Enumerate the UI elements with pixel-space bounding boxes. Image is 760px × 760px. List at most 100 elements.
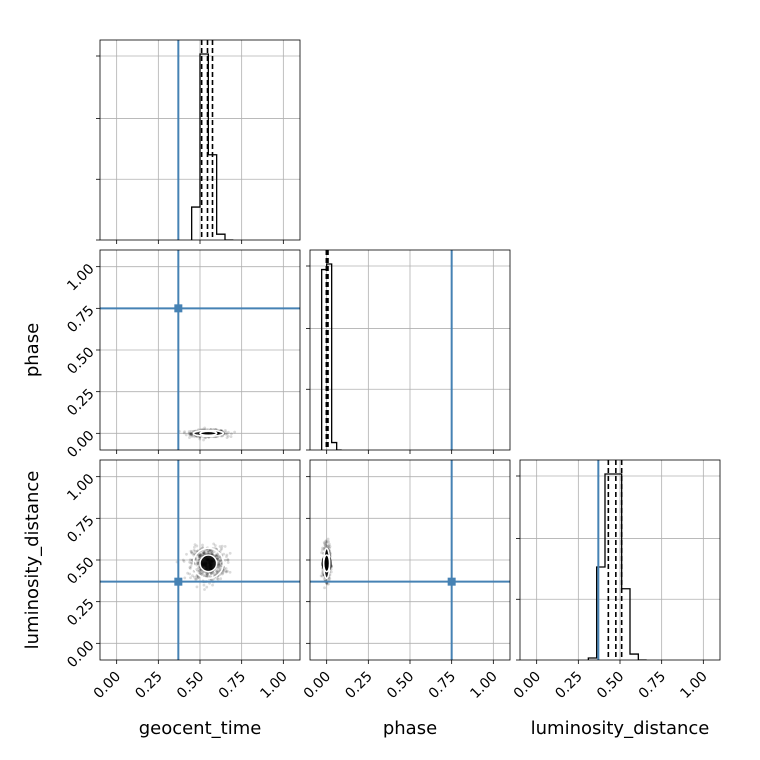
sample-point <box>190 432 194 436</box>
sample-point <box>211 583 214 587</box>
sample-point <box>225 436 229 440</box>
sample-point <box>192 545 196 549</box>
histogram-step <box>191 53 234 240</box>
sample-point <box>326 537 330 541</box>
sample-point <box>222 567 226 571</box>
sample-point <box>189 564 193 568</box>
sample-point <box>319 574 323 578</box>
sample-point <box>196 561 200 565</box>
sample-point <box>190 551 193 555</box>
histogram-step <box>321 263 342 450</box>
sample-point <box>199 571 202 575</box>
sample-point <box>192 553 196 557</box>
truth-point <box>174 304 183 313</box>
x-axis-label: phase <box>383 718 437 739</box>
sample-point <box>196 562 200 566</box>
sample-point <box>195 585 199 589</box>
y-tick-label: 0.75 <box>64 303 97 336</box>
sample-point <box>325 540 329 544</box>
sample-point <box>203 549 207 552</box>
sample-point <box>325 551 328 555</box>
sample-point <box>215 571 219 574</box>
panel-luminosity_distance-luminosity_distance: 0.00 0.25 0.50 0.75 1.00 <box>511 459 721 702</box>
sample-point <box>216 566 220 570</box>
sample-point <box>192 552 196 556</box>
sample-point <box>224 430 228 434</box>
y-tick-label: 0.00 <box>64 428 97 461</box>
sample-point <box>198 554 201 558</box>
sample-point <box>202 550 206 554</box>
sample-point <box>215 553 219 557</box>
scatter <box>310 460 510 660</box>
sample-point <box>185 552 188 556</box>
sample-point <box>182 431 186 435</box>
sample-point <box>196 432 200 436</box>
sample-point <box>188 433 192 437</box>
sample-point <box>218 545 222 548</box>
histogram <box>587 460 647 660</box>
sample-point <box>194 558 198 562</box>
sample-point <box>201 571 205 575</box>
sample-point <box>209 552 213 556</box>
sample-point <box>321 574 324 578</box>
sample-point <box>191 574 194 578</box>
sample-point <box>218 559 221 563</box>
truth-point <box>174 577 183 586</box>
sample-point <box>189 549 193 553</box>
sample-point <box>188 572 192 576</box>
sample-point <box>206 572 210 576</box>
sample-point <box>323 543 327 547</box>
sample-point <box>227 430 230 434</box>
sample-point <box>196 575 200 579</box>
sample-point <box>207 575 210 579</box>
sample-point <box>212 550 216 554</box>
sample-point <box>210 549 214 553</box>
sample-point <box>324 551 328 555</box>
sample-point <box>190 435 194 438</box>
x-tick-label: 1.00 <box>677 669 710 702</box>
x-axis-label: luminosity_distance <box>531 718 710 739</box>
sample-point <box>216 431 220 435</box>
sample-point <box>320 548 324 552</box>
sample-point <box>226 561 230 564</box>
sample-point <box>229 435 233 439</box>
sample-point <box>328 546 331 550</box>
sample-point <box>193 435 196 439</box>
sample-point <box>219 548 223 552</box>
sample-point <box>215 554 218 558</box>
sample-point <box>195 575 198 579</box>
density-core <box>199 554 218 573</box>
sample-point <box>220 572 224 576</box>
sample-point <box>219 577 223 581</box>
sample-point <box>327 544 331 548</box>
sample-point <box>217 565 220 569</box>
sample-point <box>214 554 218 558</box>
sample-point <box>212 542 216 546</box>
sample-point <box>195 544 199 548</box>
x-tick-label: 0.00 <box>91 669 124 702</box>
sample-point <box>197 566 200 570</box>
sample-point <box>197 557 201 561</box>
sample-point <box>182 559 186 563</box>
x-tick-label: 0.25 <box>342 669 375 702</box>
sample-point <box>215 569 219 573</box>
sample-point <box>324 541 328 545</box>
sample-point <box>201 553 205 556</box>
histogram <box>321 250 453 450</box>
sample-point <box>223 558 227 562</box>
sample-point <box>224 570 228 574</box>
sample-point <box>184 433 188 437</box>
sample-point <box>325 550 329 554</box>
sample-point <box>214 553 217 557</box>
sample-point <box>217 563 221 567</box>
sample-point <box>199 553 203 557</box>
sample-point <box>220 544 224 548</box>
sample-point <box>224 569 228 573</box>
sample-point <box>181 558 185 562</box>
x-tick-label: 1.00 <box>257 669 290 702</box>
sample-point <box>197 569 201 573</box>
x-tick-label: 0.75 <box>636 669 669 702</box>
sample-point <box>219 564 222 568</box>
sample-point <box>203 551 207 555</box>
panel-luminosity_distance-geocent_time: 0.00 0.25 0.50 0.75 1.000.000.250.500.751.00 <box>64 459 301 702</box>
